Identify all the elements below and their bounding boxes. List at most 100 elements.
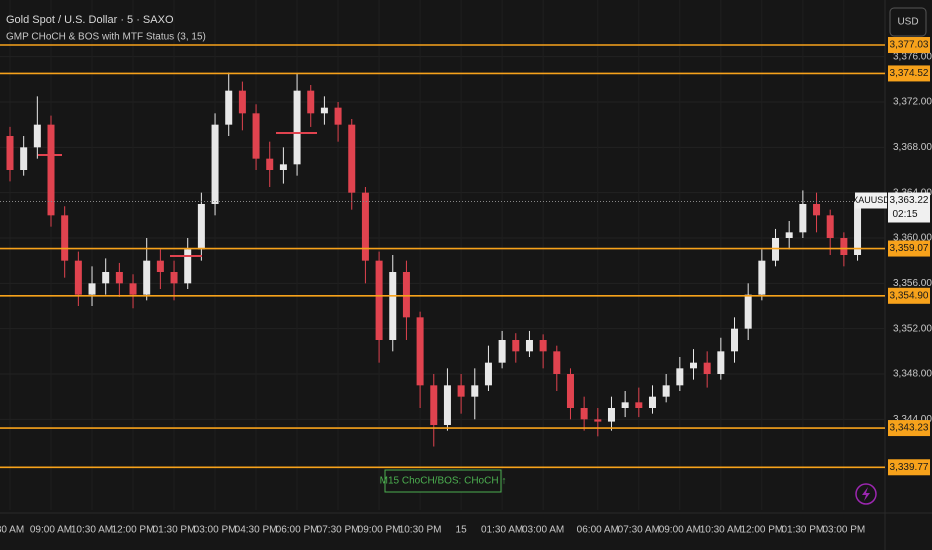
level-label: 3,377.03 <box>890 40 929 51</box>
level-label: 3,374.52 <box>890 68 929 79</box>
y-tick-label: 3,376.00 <box>893 51 932 62</box>
candle-body <box>211 124 219 204</box>
y-tick-label: 3,344.00 <box>893 414 932 425</box>
candle-body <box>293 90 301 165</box>
x-tick-label: 09:00 AM <box>659 525 701 536</box>
x-tick-label: 07:30 PM <box>317 525 360 536</box>
candle-body <box>512 340 520 352</box>
candle-body <box>334 107 342 125</box>
grid <box>0 56 885 420</box>
x-tick-label: 10:30 AM <box>700 525 742 536</box>
candle-body <box>61 215 69 261</box>
candles <box>6 72 862 447</box>
y-tick-label: 3,356.00 <box>893 278 932 289</box>
series-tag: XAUUSD <box>852 195 890 205</box>
x-tick-label: 03:00 AM <box>522 525 564 536</box>
candle-body <box>840 238 848 255</box>
candle-body <box>225 90 233 125</box>
level-label-box <box>888 459 930 476</box>
currency-label: USD <box>897 17 918 28</box>
x-tick-label: 01:30 PM <box>781 525 824 536</box>
x-tick-label: 10:30 PM <box>399 525 442 536</box>
candle-body <box>621 402 629 408</box>
level-label-box <box>888 36 930 53</box>
candle-body <box>525 340 533 352</box>
y-tick-label: 3,352.00 <box>893 323 932 334</box>
candle-body <box>744 294 752 329</box>
level-label-box <box>888 240 930 257</box>
x-tick-label: 01:30 PM <box>153 525 196 536</box>
level-label-box <box>888 65 930 82</box>
x-tick-label: 03:00 PM <box>822 525 865 536</box>
candle-body <box>389 272 397 340</box>
candle-body <box>279 164 287 170</box>
candle-body <box>156 260 164 272</box>
candle-body <box>6 136 14 170</box>
candle-body <box>580 408 588 420</box>
overlays <box>38 132 317 257</box>
y-tick-label: 3,360.00 <box>893 233 932 244</box>
last-price-box <box>888 192 930 223</box>
candle-body <box>361 192 369 261</box>
x-tick-label: 03:00 PM <box>194 525 237 536</box>
candle-body <box>826 215 834 238</box>
candle-body <box>717 351 725 374</box>
candle-body <box>676 368 684 386</box>
x-tick-label: 01:30 AM <box>481 525 523 536</box>
x-tick-label: 09:00 AM <box>30 525 72 536</box>
series-tag-box <box>855 192 887 209</box>
x-tick-label: 09:00 PM <box>358 525 401 536</box>
candle-body <box>799 204 807 233</box>
candle-body <box>662 385 670 397</box>
candle-body <box>197 204 205 250</box>
y-tick-label: 3,348.00 <box>893 369 932 380</box>
candle-body <box>266 158 274 170</box>
level-label: 3,359.07 <box>890 243 929 254</box>
candle-body <box>498 340 506 363</box>
candle-body <box>375 260 383 340</box>
chart-title: Gold Spot / U.S. Dollar · 5 · SAXO <box>6 14 174 26</box>
candle-body <box>703 362 711 374</box>
x-tick-label: 06:00 PM <box>276 525 319 536</box>
candle-body <box>594 419 602 422</box>
candle-body <box>758 260 766 295</box>
candle-body <box>457 385 465 397</box>
x-tick-label: 10:30 AM <box>71 525 113 536</box>
candle-body <box>635 402 643 408</box>
last-price-label: 3,363.22 <box>890 195 929 206</box>
candle-body <box>785 232 793 238</box>
alert-bolt <box>862 487 870 501</box>
x-tick-label: 12:00 PM <box>740 525 783 536</box>
x-tick-label: 06:00 AM <box>577 525 619 536</box>
candle-body <box>648 396 656 408</box>
candle-body <box>143 260 151 295</box>
x-tick-label: 12:00 PM <box>112 525 155 536</box>
x-tick-label: 04:30 PM <box>235 525 278 536</box>
candle-body <box>238 90 246 114</box>
candle-body <box>102 272 110 284</box>
alert-icon[interactable] <box>855 483 877 505</box>
candle-body <box>539 340 547 352</box>
currency-button[interactable] <box>889 7 927 37</box>
candle-body <box>33 124 41 148</box>
level-label: 3,343.23 <box>890 423 929 434</box>
candle-body <box>47 124 55 216</box>
x-tick-label: 07:30 AM <box>618 525 660 536</box>
candle-body <box>348 124 356 193</box>
candle-body <box>307 90 315 114</box>
candle-body <box>20 147 28 170</box>
candle-body <box>731 328 739 352</box>
indicator-name: GMP CHoCH & BOS with MTF Status (3, 15) <box>6 32 206 43</box>
candle-body <box>854 201 862 255</box>
level-label-box <box>888 420 930 437</box>
candle-body <box>88 283 96 295</box>
y-tick-label: 3,368.00 <box>893 142 932 153</box>
candle-body <box>416 317 424 386</box>
level-label-box <box>888 287 930 304</box>
candle-body <box>184 249 192 284</box>
candle-body <box>74 260 82 295</box>
candle-body <box>170 272 178 284</box>
candle-body <box>607 408 615 422</box>
